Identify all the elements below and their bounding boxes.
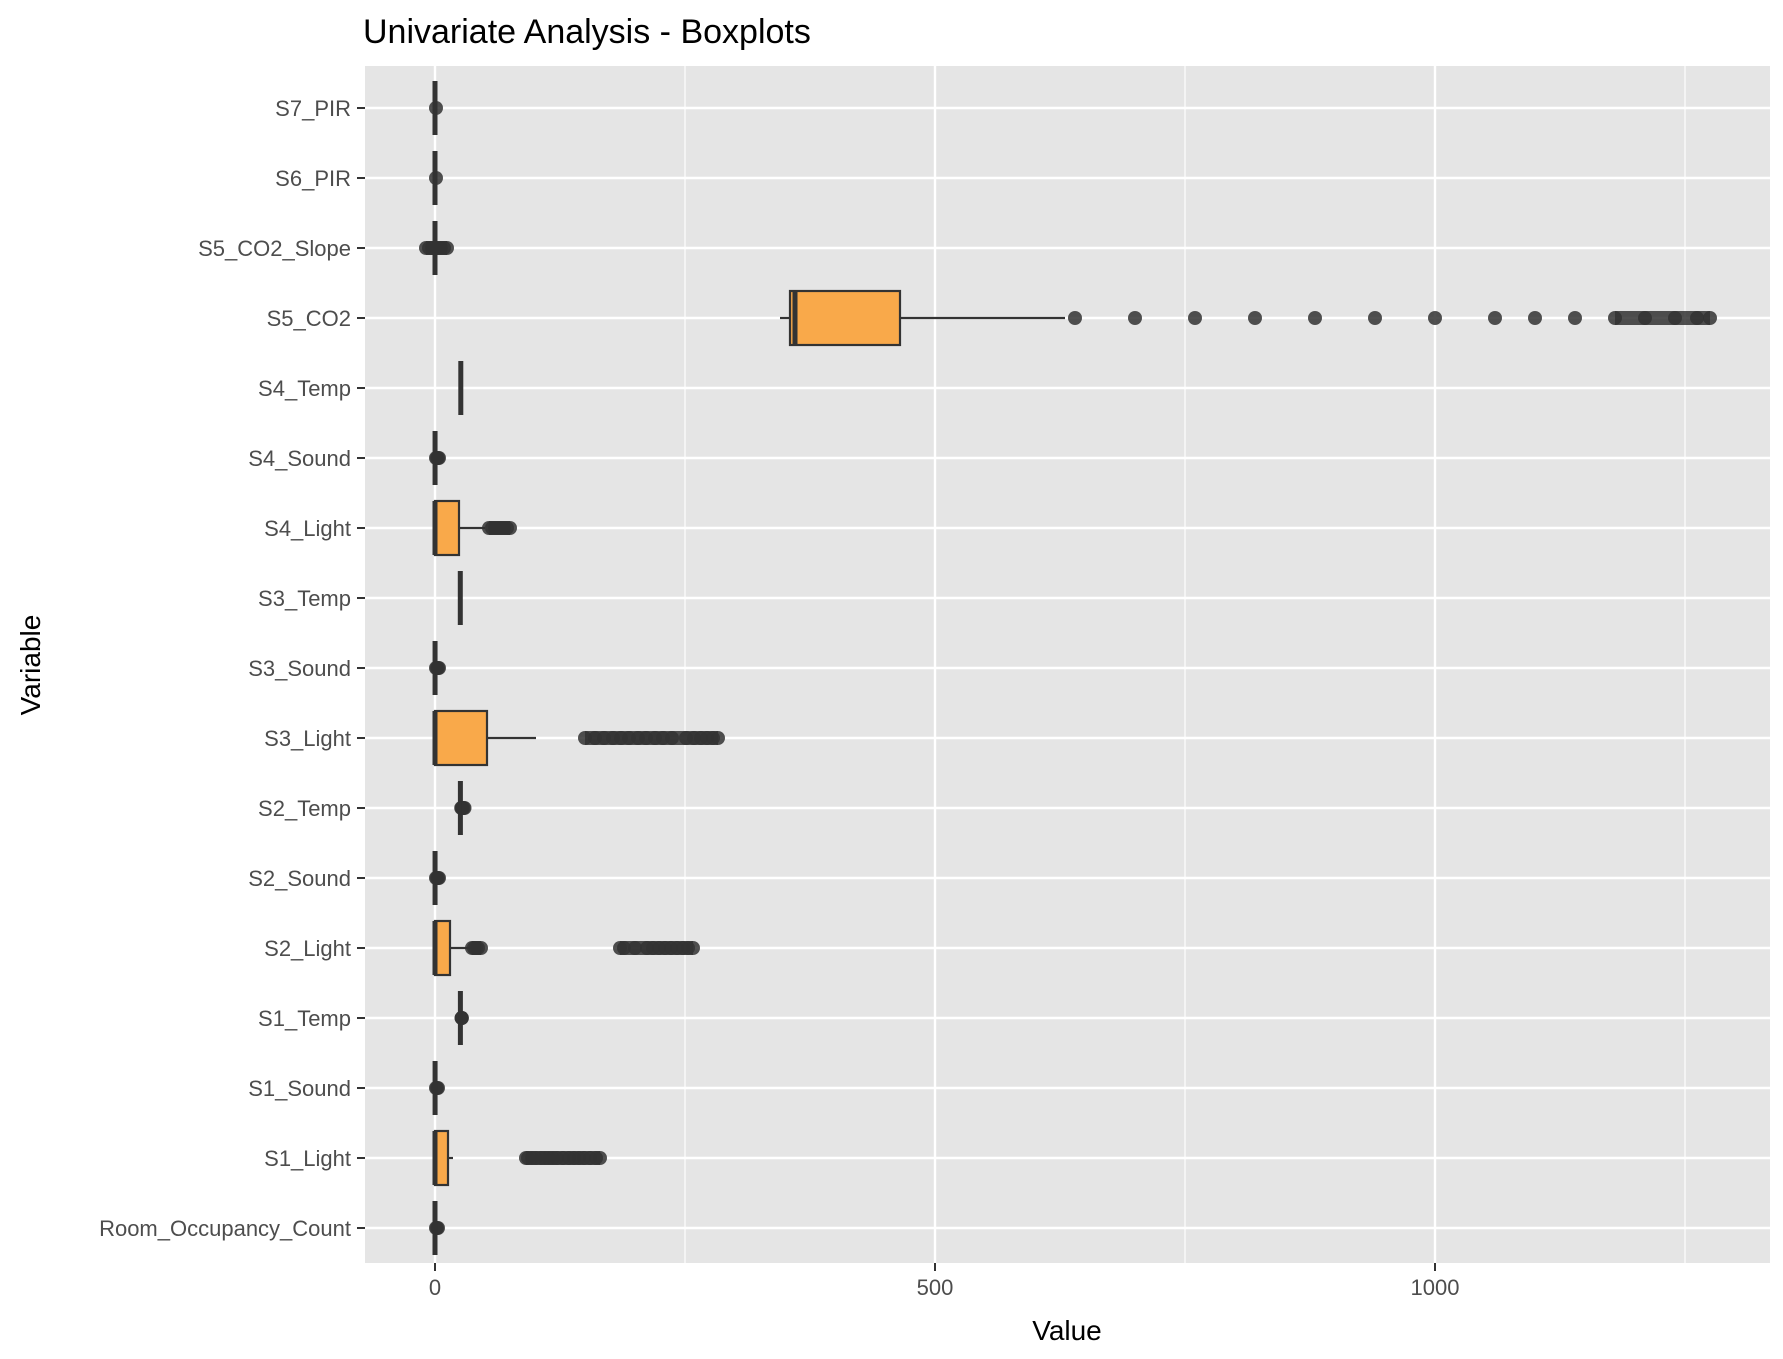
box-s5-co2-slope [419,221,454,275]
outlier-point [1068,311,1082,325]
y-tick-label: S3_Temp [258,586,351,611]
y-tick-label: S5_CO2_Slope [198,236,351,261]
y-tick-label: S7_PIR [275,96,351,121]
y-tick-label: S6_PIR [275,166,351,191]
outlier-point [1188,311,1202,325]
y-tick-label: S3_Light [264,726,351,751]
outlier-point [1248,311,1262,325]
outlier-point [429,101,443,115]
box-s1-temp [454,991,469,1045]
y-tick-label: S2_Light [264,936,351,961]
box-s4-temp [458,361,464,415]
y-tick-label: S4_Light [264,516,351,541]
y-tick-label: S3_Sound [248,656,351,681]
y-tick-label: S1_Sound [248,1076,351,1101]
box-s2-temp [454,781,472,835]
y-axis: Room_Occupancy_Count S1_Light S1_Sound S1_T… [99,96,365,1241]
chart-title: Univariate Analysis - Boxplots [363,13,811,51]
grid-lines [365,66,1770,1263]
box-s2-light [432,919,700,977]
y-axis-title: Variable [15,615,46,716]
x-tick-label: 0 [429,1275,441,1300]
box-s3-light [432,709,725,767]
box-marks [419,81,1717,1255]
outlier-point [1488,311,1502,325]
box-s3-temp [457,571,463,625]
y-tick-label: S2_Sound [248,866,351,891]
y-tick-label: S5_CO2 [267,306,351,331]
y-tick-label: S1_Light [264,1146,351,1171]
plot-panel [365,66,1770,1263]
x-tick-label: 1000 [1411,1275,1460,1300]
y-tick-label: S4_Sound [248,446,351,471]
outlier-point [1528,311,1542,325]
x-axis: 0 500 1000 [429,1263,1460,1300]
outlier-point [1568,311,1582,325]
box-iqr [433,709,489,767]
outlier-point [1128,311,1142,325]
box-s3-sound [429,641,446,695]
x-axis-title: Value [1032,1315,1102,1346]
box-s1-sound [429,1061,445,1115]
box-iqr [433,499,461,557]
box-room-occupancy-count [429,1201,445,1255]
outlier-point [429,171,443,185]
box-s2-sound [429,851,446,905]
outlier-point [1428,311,1442,325]
box-s1-light [432,1129,607,1187]
x-tick-label: 500 [917,1275,954,1300]
y-tick-label: Room_Occupancy_Count [99,1216,351,1241]
y-tick-label: S1_Temp [258,1006,351,1031]
box-s5-co2 [780,289,1717,347]
box-s4-light [432,499,517,557]
y-tick-label: S2_Temp [258,796,351,821]
box-iqr [788,289,902,347]
outlier-point [1368,311,1382,325]
box-s4-sound [429,431,446,485]
y-tick-label: S4_Temp [258,376,351,401]
box-s6-pir [429,151,443,205]
outlier-point [1308,311,1322,325]
box-s7-pir [429,81,443,135]
